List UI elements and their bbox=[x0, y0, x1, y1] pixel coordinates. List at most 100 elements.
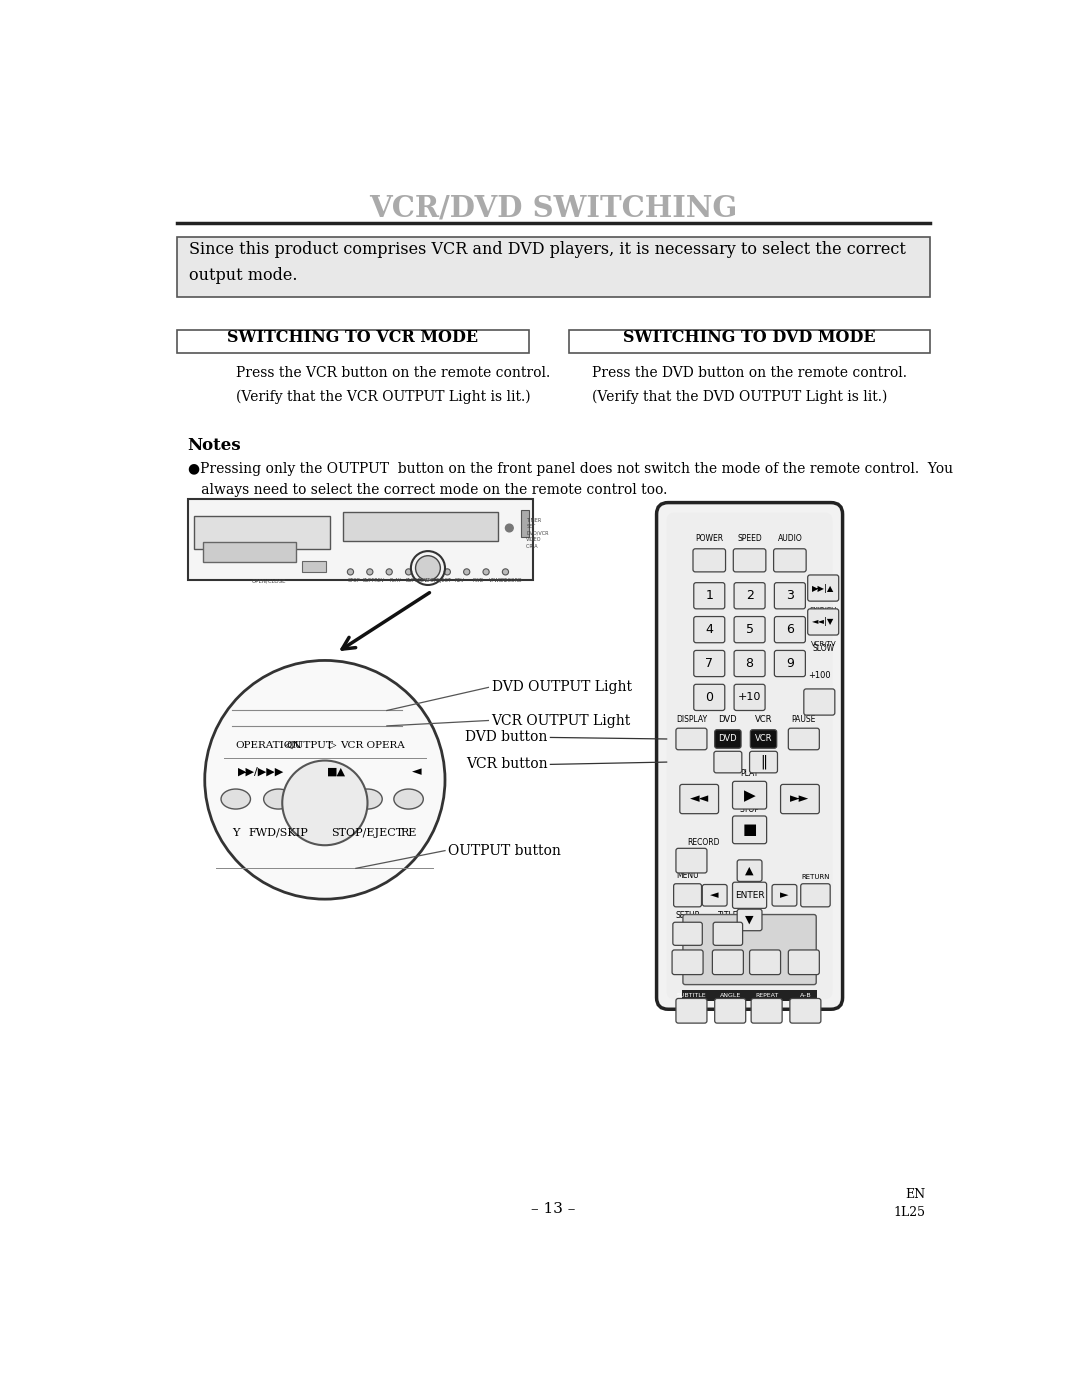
Text: VCR OUTPUT Light: VCR OUTPUT Light bbox=[491, 714, 631, 728]
FancyBboxPatch shape bbox=[188, 499, 532, 580]
FancyBboxPatch shape bbox=[702, 884, 727, 907]
FancyBboxPatch shape bbox=[774, 616, 806, 643]
FancyBboxPatch shape bbox=[693, 651, 725, 676]
FancyBboxPatch shape bbox=[713, 950, 743, 975]
Bar bbox=[342, 511, 498, 541]
Text: ◄: ◄ bbox=[711, 890, 719, 900]
FancyBboxPatch shape bbox=[750, 950, 781, 975]
Text: ▷: ▷ bbox=[329, 740, 336, 750]
Text: AUDIO: AUDIO bbox=[778, 534, 802, 542]
Text: VCR: VCR bbox=[755, 735, 772, 743]
Text: FWD/SKIP: FWD/SKIP bbox=[248, 827, 308, 838]
Text: 4: 4 bbox=[705, 623, 713, 636]
Bar bbox=[521, 510, 529, 538]
Text: ▶: ▶ bbox=[744, 788, 755, 803]
Text: EN
1L25: EN 1L25 bbox=[893, 1187, 926, 1218]
FancyBboxPatch shape bbox=[657, 503, 842, 1009]
Circle shape bbox=[502, 569, 509, 576]
Ellipse shape bbox=[353, 789, 382, 809]
FancyBboxPatch shape bbox=[789, 999, 821, 1023]
Text: ●Pressing only the OUTPUT  button on the front panel does not switch the mode of: ●Pressing only the OUTPUT button on the … bbox=[188, 462, 953, 497]
Circle shape bbox=[348, 569, 353, 576]
Circle shape bbox=[405, 569, 411, 576]
Bar bbox=[194, 517, 329, 549]
Circle shape bbox=[505, 524, 513, 532]
Text: 7: 7 bbox=[705, 657, 713, 671]
FancyBboxPatch shape bbox=[732, 781, 767, 809]
Text: RECORD: RECORD bbox=[501, 578, 522, 583]
FancyBboxPatch shape bbox=[774, 583, 806, 609]
Text: VCR/DVD SWITCHING: VCR/DVD SWITCHING bbox=[369, 193, 738, 222]
FancyBboxPatch shape bbox=[683, 915, 816, 985]
Text: FWD: FWD bbox=[473, 578, 484, 583]
Circle shape bbox=[367, 569, 373, 576]
Text: PLAY: PLAY bbox=[741, 770, 759, 778]
Circle shape bbox=[463, 569, 470, 576]
FancyBboxPatch shape bbox=[569, 330, 930, 353]
Text: MENU: MENU bbox=[676, 870, 699, 880]
Text: PLAY: PLAY bbox=[390, 578, 402, 583]
Text: VCR button: VCR button bbox=[465, 757, 548, 771]
FancyBboxPatch shape bbox=[781, 784, 820, 813]
FancyBboxPatch shape bbox=[732, 882, 767, 908]
FancyBboxPatch shape bbox=[693, 616, 725, 643]
FancyBboxPatch shape bbox=[666, 513, 833, 999]
FancyBboxPatch shape bbox=[676, 999, 707, 1023]
FancyBboxPatch shape bbox=[772, 884, 797, 907]
Text: Press the DVD button on the remote control.
(Verify that the DVD OUTPUT Light is: Press the DVD button on the remote contr… bbox=[592, 366, 907, 404]
FancyBboxPatch shape bbox=[676, 848, 707, 873]
Text: VCR OPERA: VCR OPERA bbox=[340, 740, 405, 750]
Text: ■: ■ bbox=[742, 823, 757, 837]
Text: ▲: ▲ bbox=[745, 866, 754, 876]
Text: SEARCH
MODE: SEARCH MODE bbox=[753, 935, 778, 946]
Text: ▶▶|▲: ▶▶|▲ bbox=[812, 584, 835, 592]
FancyBboxPatch shape bbox=[679, 784, 718, 813]
Text: STOP/EJECT: STOP/EJECT bbox=[332, 827, 404, 838]
Text: SKIP/CH.: SKIP/CH. bbox=[809, 606, 839, 613]
Text: VCR: VCR bbox=[755, 715, 772, 724]
FancyBboxPatch shape bbox=[751, 999, 782, 1023]
Text: 5: 5 bbox=[745, 623, 754, 636]
Circle shape bbox=[205, 661, 445, 900]
Text: SETUP: SETUP bbox=[675, 911, 700, 921]
Text: ►: ► bbox=[780, 890, 788, 900]
FancyBboxPatch shape bbox=[788, 728, 820, 750]
Ellipse shape bbox=[221, 789, 251, 809]
Circle shape bbox=[483, 569, 489, 576]
Text: MODE: MODE bbox=[676, 939, 699, 949]
Text: SUBTITLE: SUBTITLE bbox=[677, 993, 706, 997]
Circle shape bbox=[387, 569, 392, 576]
Text: TIMER
SET
DVD/VCR
VIDEO
CR A: TIMER SET DVD/VCR VIDEO CR A bbox=[526, 518, 549, 549]
Text: Notes: Notes bbox=[188, 437, 241, 454]
FancyBboxPatch shape bbox=[673, 922, 702, 946]
Text: +10: +10 bbox=[738, 693, 761, 703]
Text: 9: 9 bbox=[786, 657, 794, 671]
Text: ■▲: ■▲ bbox=[327, 767, 346, 777]
Text: 1: 1 bbox=[705, 590, 713, 602]
Text: ►►: ►► bbox=[791, 792, 810, 806]
FancyBboxPatch shape bbox=[734, 651, 765, 676]
Text: RETURN: RETURN bbox=[801, 875, 829, 880]
Text: ▼: ▼ bbox=[745, 915, 754, 925]
Text: DVD OUTPUT Light: DVD OUTPUT Light bbox=[491, 680, 632, 694]
FancyBboxPatch shape bbox=[773, 549, 806, 571]
FancyBboxPatch shape bbox=[734, 616, 765, 643]
FancyBboxPatch shape bbox=[734, 583, 765, 609]
FancyBboxPatch shape bbox=[750, 752, 778, 773]
FancyBboxPatch shape bbox=[733, 549, 766, 571]
Text: 8: 8 bbox=[745, 657, 754, 671]
Text: ‖: ‖ bbox=[760, 754, 767, 770]
Text: DISPLAY: DISPLAY bbox=[676, 715, 707, 724]
Bar bbox=[203, 542, 296, 562]
Text: REPEAT: REPEAT bbox=[755, 993, 779, 997]
Text: REV: REV bbox=[454, 578, 464, 583]
Text: ◄◄|▼: ◄◄|▼ bbox=[812, 617, 835, 626]
Text: DVD: DVD bbox=[718, 735, 738, 743]
Text: VCR/TV: VCR/TV bbox=[811, 641, 837, 647]
Text: DVD button: DVD button bbox=[464, 731, 548, 745]
FancyBboxPatch shape bbox=[734, 685, 765, 711]
FancyBboxPatch shape bbox=[674, 884, 702, 907]
Text: ANGLE: ANGLE bbox=[719, 993, 741, 997]
Text: 3: 3 bbox=[786, 590, 794, 602]
FancyBboxPatch shape bbox=[714, 752, 742, 773]
